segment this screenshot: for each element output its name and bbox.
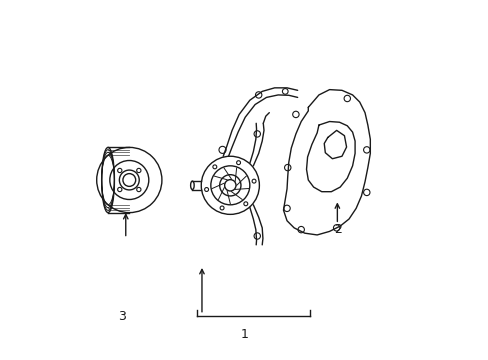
Text: 1: 1 [240,328,248,341]
Text: 2: 2 [334,223,342,236]
Text: 3: 3 [118,310,126,323]
